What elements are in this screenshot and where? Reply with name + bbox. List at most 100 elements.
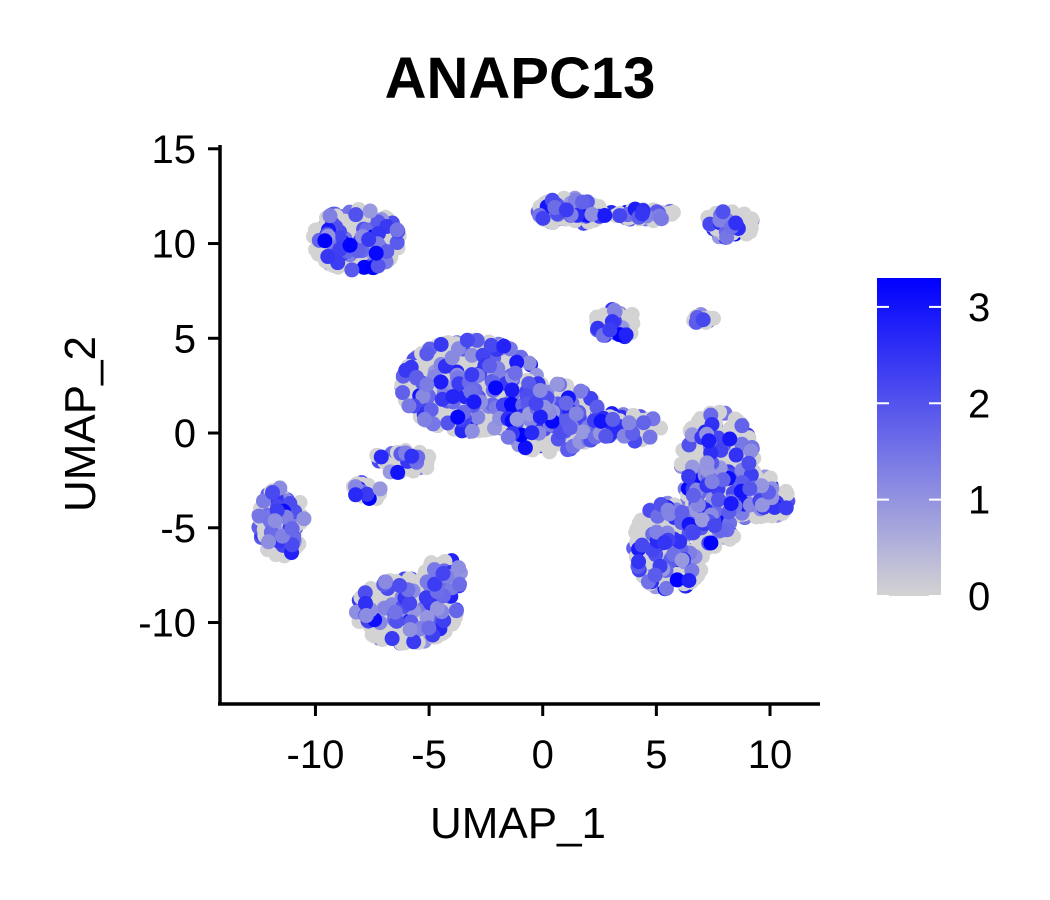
cell-point bbox=[532, 382, 548, 398]
cell-point bbox=[459, 332, 475, 348]
cell-point bbox=[722, 431, 738, 447]
cell-point bbox=[612, 208, 628, 224]
cell-point bbox=[524, 425, 540, 441]
cell-point bbox=[754, 497, 770, 513]
cell-point bbox=[618, 327, 634, 343]
cell-point bbox=[584, 206, 600, 222]
cell-point bbox=[373, 449, 389, 465]
cell-point bbox=[549, 376, 565, 392]
cell-point bbox=[598, 428, 614, 444]
cell-point bbox=[361, 232, 377, 248]
cell-point bbox=[384, 631, 400, 647]
cell-point bbox=[621, 415, 637, 431]
cell-point bbox=[656, 535, 672, 551]
cell-point bbox=[672, 534, 688, 550]
cell-point bbox=[398, 362, 414, 378]
cell-point bbox=[357, 595, 373, 611]
cell-point bbox=[685, 487, 701, 503]
cell-point bbox=[496, 338, 512, 354]
cell-point bbox=[370, 258, 386, 274]
cell-point bbox=[699, 455, 715, 471]
cell-point bbox=[419, 377, 435, 393]
cell-point bbox=[470, 409, 486, 425]
cell-point bbox=[500, 429, 516, 445]
cell-point bbox=[631, 554, 647, 570]
cell-point bbox=[642, 429, 658, 445]
cell-point bbox=[509, 354, 525, 370]
colorbar-gradient bbox=[877, 278, 941, 596]
cell-point bbox=[535, 210, 551, 226]
cell-point bbox=[429, 600, 445, 616]
cell-point bbox=[728, 447, 744, 463]
cell-point bbox=[265, 484, 281, 500]
y-tick-label: 5 bbox=[174, 317, 196, 361]
cell-point bbox=[452, 576, 468, 592]
cell-point bbox=[464, 347, 480, 363]
cell-point bbox=[521, 376, 537, 392]
cell-point bbox=[418, 590, 434, 606]
y-tick-label: 0 bbox=[174, 412, 196, 456]
cell-point bbox=[573, 383, 589, 399]
cell-point bbox=[348, 487, 364, 503]
cell-point bbox=[427, 576, 443, 592]
cell-point bbox=[521, 355, 537, 371]
cell-point bbox=[322, 208, 338, 224]
cell-point bbox=[681, 468, 697, 484]
cell-point bbox=[558, 202, 574, 218]
y-tick-label: 15 bbox=[152, 128, 197, 172]
cell-point bbox=[605, 411, 621, 427]
cell-point bbox=[464, 367, 480, 383]
cell-point bbox=[685, 525, 701, 541]
cell-point bbox=[509, 411, 525, 427]
cell-point bbox=[368, 245, 384, 261]
cell-point bbox=[488, 380, 504, 396]
cell-point bbox=[415, 388, 431, 404]
y-tick-label: -5 bbox=[160, 507, 196, 551]
cell-point bbox=[649, 524, 665, 540]
x-axis-ticks: -10 -5 0 5 10 bbox=[287, 704, 792, 777]
cell-point bbox=[558, 395, 574, 411]
cell-point bbox=[445, 389, 461, 405]
cell-point bbox=[694, 512, 710, 528]
cell-point bbox=[378, 574, 394, 590]
cell-point bbox=[406, 634, 422, 650]
cell-point bbox=[417, 412, 433, 428]
cell-point bbox=[504, 382, 520, 398]
cell-point bbox=[366, 628, 382, 644]
cell-point bbox=[636, 415, 652, 431]
cell-point bbox=[597, 207, 613, 223]
cell-point bbox=[260, 534, 276, 550]
cell-point bbox=[634, 537, 650, 553]
cell-point bbox=[402, 622, 418, 638]
cell-point bbox=[665, 204, 681, 220]
cell-point bbox=[358, 608, 374, 624]
cell-point bbox=[647, 567, 663, 583]
cell-point bbox=[320, 249, 336, 265]
cell-point bbox=[404, 448, 420, 464]
cell-point bbox=[421, 620, 437, 636]
cell-point bbox=[532, 409, 548, 425]
cell-point bbox=[715, 472, 731, 488]
cell-point bbox=[503, 396, 519, 412]
cell-point bbox=[390, 464, 406, 480]
cell-point bbox=[357, 585, 373, 601]
cell-point bbox=[389, 235, 405, 251]
y-axis-label: UMAP_2 bbox=[56, 336, 105, 512]
cell-point bbox=[681, 572, 697, 588]
cell-point bbox=[267, 513, 283, 529]
cell-point bbox=[589, 399, 605, 415]
cell-point bbox=[743, 443, 759, 459]
cell-point bbox=[562, 420, 578, 436]
cell-point bbox=[402, 595, 418, 611]
chart-title: ANAPC13 bbox=[385, 46, 656, 111]
cell-point bbox=[674, 552, 690, 568]
cell-point bbox=[507, 365, 523, 381]
cell-point bbox=[741, 455, 757, 471]
cell-point bbox=[483, 337, 499, 353]
cell-point bbox=[661, 506, 677, 522]
colorbar-tick-label: 3 bbox=[968, 286, 990, 330]
cell-point bbox=[754, 478, 770, 494]
cell-point bbox=[778, 500, 794, 516]
cell-point bbox=[710, 492, 726, 508]
